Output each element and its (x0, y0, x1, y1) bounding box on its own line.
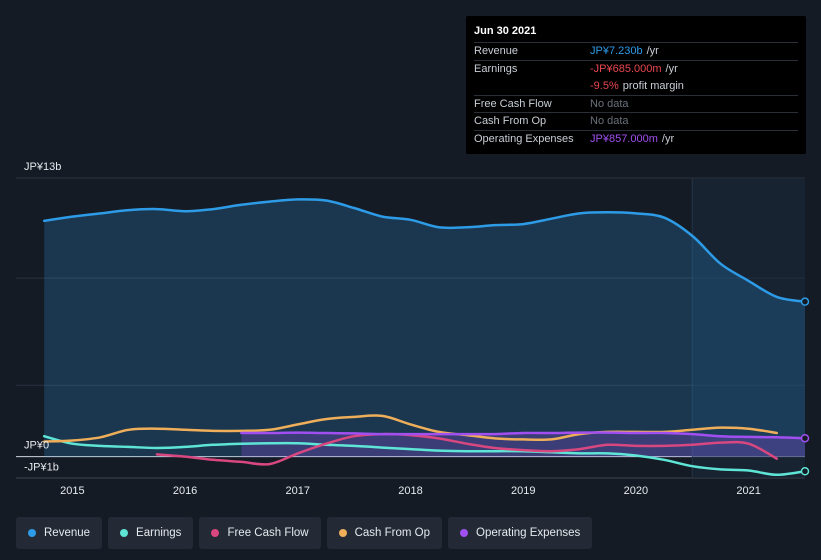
x-tick-label: 2018 (398, 485, 422, 497)
tooltip-label: Operating Expenses (474, 132, 574, 145)
chart-areas (44, 199, 805, 457)
legend-dot-icon (211, 529, 220, 537)
operating-expenses-area (241, 432, 805, 457)
legend-label: Cash From Op (354, 527, 431, 539)
legend-item-cash-from-op[interactable]: Cash From Op (326, 517, 443, 549)
tooltip-value: No data (590, 115, 629, 128)
tooltip-date: Jun 30 2021 (474, 25, 537, 37)
x-tick-label: 2021 (736, 485, 760, 497)
x-axis-labels: 2015 2016 2017 2018 2019 2020 2021 (60, 485, 761, 497)
legend-item-operating-expenses[interactable]: Operating Expenses (448, 517, 593, 549)
tooltip-row-earnings: Earnings -JP¥685.000m /yr (474, 59, 798, 78)
tooltip-unit: /yr (646, 45, 659, 58)
tooltip-row-cash-from-op: Cash From Op No data (474, 112, 798, 130)
tooltip-value: JP¥7.230b (590, 45, 643, 58)
x-tick-label: 2019 (511, 485, 535, 497)
y-tick-label: JP¥13b (24, 161, 61, 173)
tooltip-row-operating-expenses: Operating Expenses JP¥857.000m /yr (474, 129, 798, 148)
tooltip-value: JP¥857.000m (590, 132, 658, 145)
legend-label: Earnings (136, 527, 182, 539)
chart-legend: Revenue Earnings Free Cash Flow Cash Fro… (16, 517, 593, 549)
tooltip-unit: /yr (661, 132, 675, 145)
legend-item-free-cash-flow[interactable]: Free Cash Flow (199, 517, 321, 549)
revenue-area (44, 199, 805, 457)
tooltip-value: No data (590, 97, 629, 110)
legend-item-revenue[interactable]: Revenue (16, 517, 103, 549)
tooltip-row-revenue: Revenue JP¥7.230b /yr (474, 42, 798, 60)
tooltip-label: Free Cash Flow (474, 97, 552, 110)
legend-dot-icon (338, 529, 347, 537)
legend-label: Revenue (44, 527, 91, 539)
tooltip-value: -JP¥685.000m (590, 62, 662, 75)
tooltip-row-free-cash-flow: Free Cash Flow No data (474, 94, 798, 113)
chart-lines (42, 198, 807, 477)
operating-expenses-line (240, 431, 807, 440)
tooltip-row-margin: -9.5% profit margin (474, 77, 798, 95)
x-tick-label: 2017 (286, 485, 310, 497)
tooltip-unit: profit margin (622, 79, 684, 92)
legend-label: Operating Expenses (476, 527, 581, 539)
tooltip-label: Earnings (474, 62, 518, 75)
earnings-line (42, 434, 807, 477)
legend-item-earnings[interactable]: Earnings (108, 517, 194, 549)
legend-label: Free Cash Flow (227, 527, 309, 539)
x-tick-label: 2015 (60, 485, 84, 497)
earnings-end-point (800, 467, 810, 476)
revenue-line (42, 198, 807, 303)
tooltip-label: Revenue (474, 45, 519, 58)
operating-expenses-end-point (800, 433, 810, 443)
legend-dot-icon (460, 529, 469, 537)
x-tick-label: 2016 (173, 485, 197, 497)
legend-dot-icon (120, 529, 129, 537)
revenue-end-point (800, 297, 810, 306)
free-cash-flow-line (155, 432, 779, 466)
tooltip-unit: /yr (665, 62, 678, 75)
x-tick-label: 2020 (624, 485, 648, 497)
y-tick-label: JP¥0 (24, 440, 49, 452)
chart-end-markers (800, 297, 810, 476)
tooltip-label: Cash From Op (474, 115, 547, 128)
legend-dot-icon (28, 529, 36, 537)
y-axis-labels: JP¥13b JP¥0 -JP¥1b (24, 161, 61, 474)
y-tick-label: -JP¥1b (24, 462, 59, 474)
tooltip-value: -9.5% (590, 79, 619, 92)
data-tooltip: Jun 30 2021 Revenue JP¥7.230b /yr Earnin… (466, 16, 806, 154)
